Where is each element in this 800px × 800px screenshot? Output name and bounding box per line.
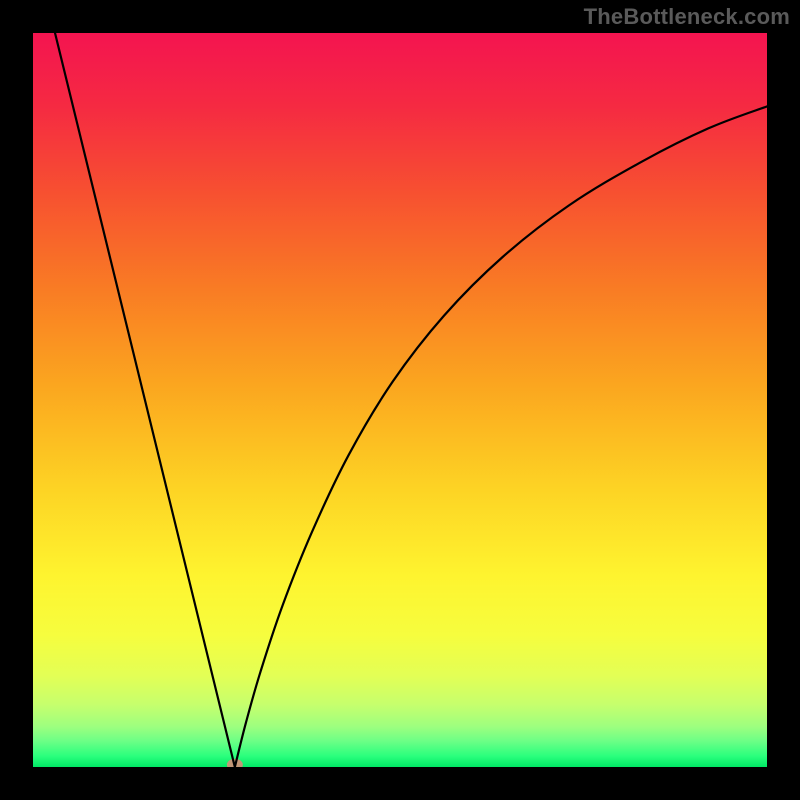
plot-svg bbox=[33, 33, 767, 767]
watermark-text: TheBottleneck.com bbox=[584, 4, 790, 30]
plot-background bbox=[33, 33, 767, 767]
chart-container: TheBottleneck.com bbox=[0, 0, 800, 800]
plot-area bbox=[33, 33, 767, 767]
